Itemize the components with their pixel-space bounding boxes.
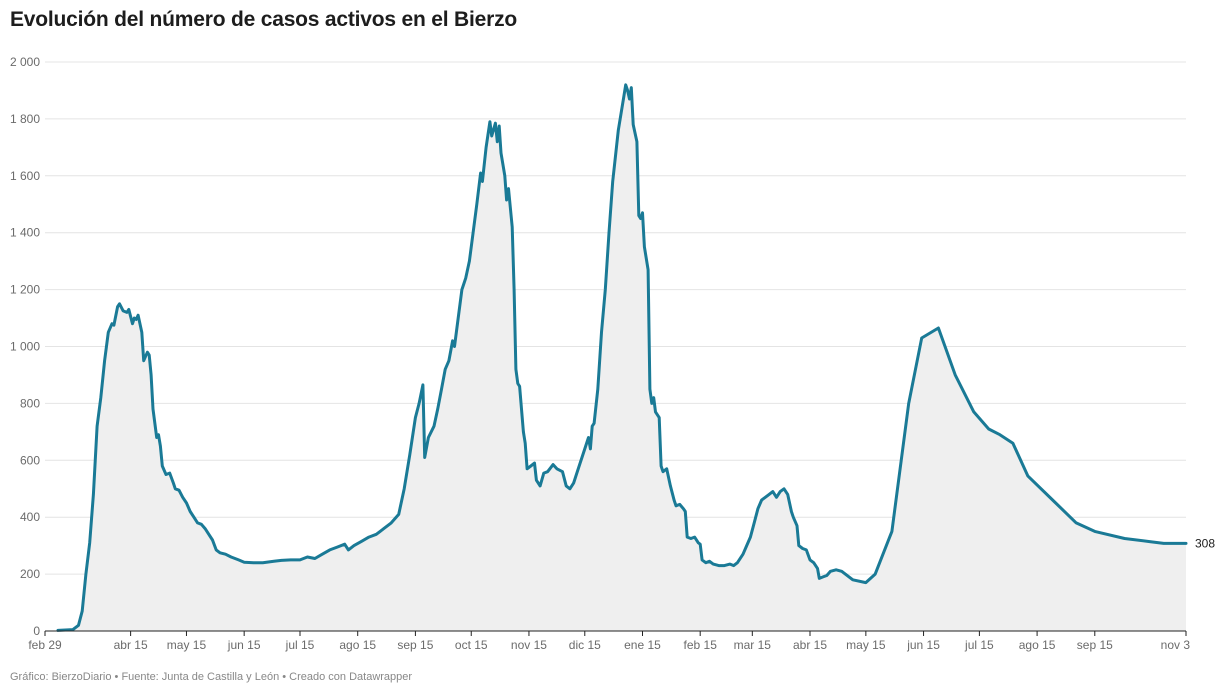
x-tick-label: feb 29 xyxy=(28,638,62,652)
x-tick-label: jul 15 xyxy=(285,638,315,652)
y-tick-label: 800 xyxy=(20,396,40,410)
x-tick-label: feb 15 xyxy=(684,638,718,652)
y-tick-label: 0 xyxy=(33,624,40,638)
x-tick-label: nov 3 xyxy=(1161,638,1191,652)
x-tick-label: ene 15 xyxy=(624,638,661,652)
y-tick-label: 1 800 xyxy=(10,112,40,126)
y-axis-tick-labels: 0 200 400 600 800 1 000 1 200 1 400 1 600 1 800 2 … xyxy=(10,55,40,638)
x-tick-label: ago 15 xyxy=(339,638,376,652)
x-tick-label: may 15 xyxy=(167,638,207,652)
x-tick-label: oct 15 xyxy=(455,638,488,652)
x-tick-label: dic 15 xyxy=(569,638,601,652)
x-tick-label: jul 15 xyxy=(964,638,994,652)
y-tick-label: 400 xyxy=(20,510,40,524)
y-tick-label: 1 400 xyxy=(10,226,40,240)
x-tick-label: jun 15 xyxy=(906,638,940,652)
x-tick-label: jun 15 xyxy=(227,638,261,652)
x-tick-label: may 15 xyxy=(846,638,886,652)
y-tick-label: 1 000 xyxy=(10,340,40,354)
y-tick-label: 1 600 xyxy=(10,169,40,183)
series-line xyxy=(56,83,1188,632)
end-value-label: 308 xyxy=(1195,536,1215,550)
y-tick-label: 1 200 xyxy=(10,283,40,297)
y-tick-label: 200 xyxy=(20,567,40,581)
x-tick-label: sep 15 xyxy=(1077,638,1113,652)
y-tick-label: 2 000 xyxy=(10,55,40,69)
area-fill xyxy=(58,84,1186,632)
x-tick-label: sep 15 xyxy=(397,638,433,652)
footer-credits: Gráfico: BierzoDiario • Fuente: Junta de… xyxy=(10,671,413,683)
x-tick-label: mar 15 xyxy=(734,638,772,652)
chart-title: Evolución del número de casos activos en… xyxy=(10,8,517,31)
x-tick-label: ago 15 xyxy=(1019,638,1056,652)
x-tick-label: abr 15 xyxy=(114,638,148,652)
x-axis-ticks: feb 29 abr 15 may 15 jun 15 jul 15 ago 15 sep … xyxy=(28,631,1190,652)
y-tick-label: 600 xyxy=(20,453,40,467)
x-tick-label: nov 15 xyxy=(511,638,547,652)
x-tick-label: abr 15 xyxy=(793,638,827,652)
